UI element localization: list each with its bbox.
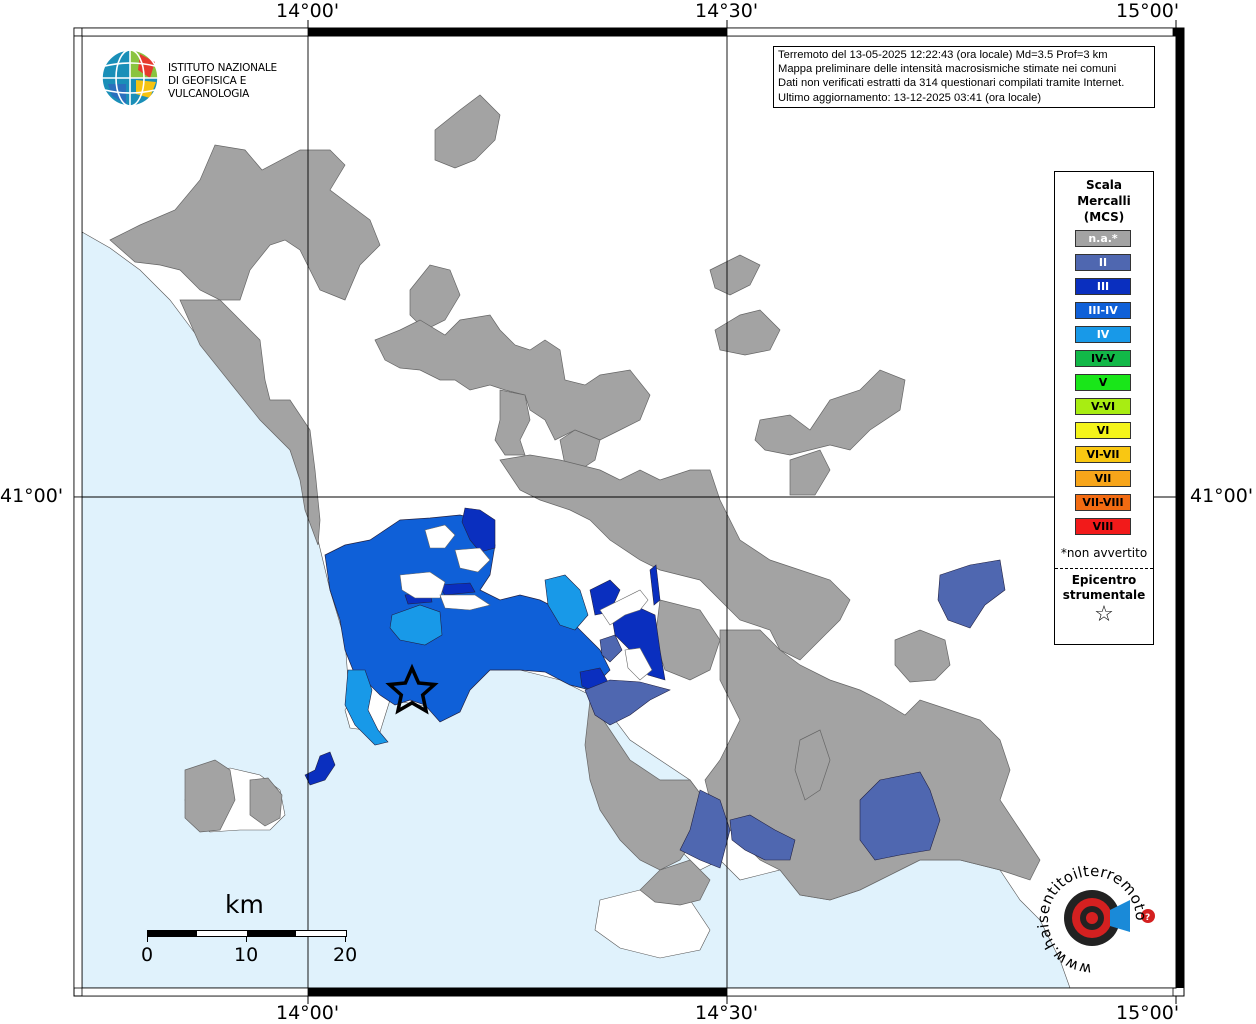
legend-item: III <box>1075 278 1131 295</box>
legend-separator <box>1055 568 1153 569</box>
svg-text:?: ? <box>1145 913 1150 923</box>
legend-item: n.a.* <box>1075 230 1131 247</box>
bottom-label-14-00: 14°00' <box>276 1002 340 1024</box>
legend-epicenter: Epicentro strumentale ☆ <box>1055 573 1153 627</box>
legend-note: *non avvertito <box>1060 546 1148 560</box>
info-line2: Mappa preliminare delle intensità macros… <box>778 63 1117 76</box>
scale-unit: km <box>225 890 264 919</box>
bottom-label-14-30: 14°30' <box>695 1002 759 1024</box>
hsit-logo: ? www.haisentitoilterremoto.it <box>1030 860 1155 978</box>
legend-item: V <box>1075 374 1131 391</box>
top-label-14-00: 14°00' <box>276 0 340 22</box>
legend-title-line2: Mercalli <box>1077 194 1131 208</box>
left-label-41-00: 41°00' <box>0 485 64 507</box>
logo-line2: DI GEOFISICA E VULCANOLOGIA <box>168 75 250 100</box>
legend-item: IV-V <box>1075 350 1131 367</box>
legend-item: III-IV <box>1075 302 1131 319</box>
bottom-label-15-00: 15°00' <box>1116 1002 1180 1024</box>
legend-title-line1: Scala <box>1085 178 1123 192</box>
top-label-14-30: 14°30' <box>695 0 759 22</box>
scale-tick-0: 0 <box>141 944 154 966</box>
legend-item: II <box>1075 254 1131 271</box>
na-comuni <box>109 94 1041 906</box>
legend-item: VI-VII <box>1075 446 1131 463</box>
legend-item: VI <box>1075 422 1131 439</box>
ingv-logo: ISTITUTO NAZIONALE DI GEOFISICA E VULCAN… <box>100 48 320 110</box>
scale-tick-10: 10 <box>234 944 259 966</box>
info-line4: Ultimo aggiornamento: 13-12-2025 03:41 (… <box>778 91 1042 104</box>
info-line3: Dati non verificati estratti da 314 ques… <box>778 77 1125 90</box>
legend-title-line3: (MCS) <box>1083 210 1125 224</box>
legend-star-icon: ☆ <box>1094 602 1114 627</box>
legend-item: VII <box>1075 470 1131 487</box>
legend-title: Scala Mercalli (MCS) <box>1055 177 1153 225</box>
legend-item: V-VI <box>1075 398 1131 415</box>
scale-bar: km 0 10 20 <box>140 890 370 970</box>
legend-epicenter-line1: Epicentro <box>1071 573 1137 587</box>
legend-item: VIII <box>1075 518 1131 535</box>
logo-line1: ISTITUTO NAZIONALE <box>168 62 277 74</box>
epicenter-star <box>385 663 439 715</box>
info-line1: Terremoto del 13-05-2025 12:22:43 (ora l… <box>778 49 1108 61</box>
map-frame <box>73 20 1185 1004</box>
event-info-box: Terremoto del 13-05-2025 12:22:43 (ora l… <box>773 46 1155 108</box>
scale-tick-20: 20 <box>333 944 358 966</box>
mcs-legend: Scala Mercalli (MCS) *non avvertito Epic… <box>1054 171 1154 645</box>
right-label-41-00: 41°00' <box>1190 485 1254 507</box>
legend-item: VII-VIII <box>1075 494 1131 511</box>
top-label-15-00: 15°00' <box>1116 0 1180 22</box>
legend-epicenter-line2: strumentale <box>1062 588 1146 602</box>
legend-item: IV <box>1075 326 1131 343</box>
globe-icon <box>101 49 159 107</box>
